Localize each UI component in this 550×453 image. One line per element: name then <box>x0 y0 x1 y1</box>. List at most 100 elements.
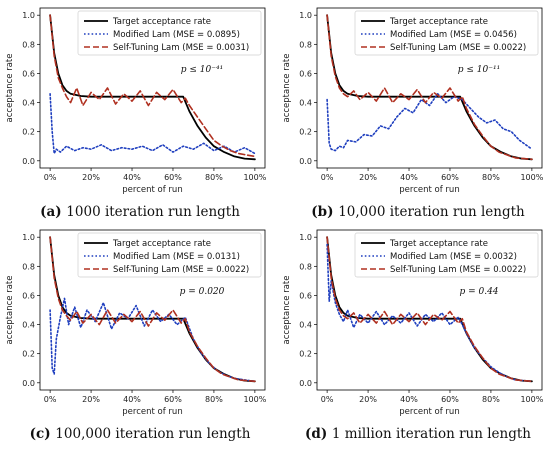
legend-box <box>354 10 539 56</box>
y-tick-label: 0.8 <box>22 262 35 271</box>
y-tick-label: 0.0 <box>299 157 312 166</box>
y-tick-label: 0.0 <box>22 157 35 166</box>
y-tick-label: 0.6 <box>22 69 35 78</box>
series-line-dotted <box>49 93 256 155</box>
legend-entry: Modified Lam (MSE = 0.0456) <box>390 30 517 40</box>
x-tick-label: 40% <box>123 395 141 404</box>
legend-entry: Modified Lam (MSE = 0.0895) <box>113 30 240 40</box>
x-tick-label: 20% <box>82 173 100 182</box>
x-tick-label: 100% <box>520 173 543 182</box>
y-tick-label: 0.4 <box>299 99 312 108</box>
x-tick-label: 60% <box>164 173 182 182</box>
panel-caption-label: (b) <box>311 204 338 220</box>
y-tick-label: 0.8 <box>22 40 35 49</box>
panel-caption-text: 100,000 iteration run length <box>55 426 250 442</box>
series-line-dashed <box>326 236 533 383</box>
x-axis-label: percent of run <box>122 185 182 195</box>
p-value-annotation: p ≤ 10⁻⁴¹ <box>181 65 223 75</box>
y-tick-label: 1.0 <box>22 233 35 242</box>
series-line-dotted <box>326 243 533 383</box>
legend-entry: Modified Lam (MSE = 0.0032) <box>390 252 517 262</box>
legend: Target acceptance rate Modified Lam (MSE … <box>77 232 262 278</box>
y-tick-label: 0.4 <box>22 99 35 108</box>
x-tick-label: 20% <box>82 395 100 404</box>
x-tick-label: 40% <box>400 173 418 182</box>
chart-panel-d: 0% 20% 40% 60% 80% 100% 0.0 0.2 0.4 0.6 0.8 1.0 perc… <box>282 229 544 442</box>
x-tick-label: 80% <box>205 173 223 182</box>
y-axis-label: acceptance rate <box>282 276 292 345</box>
series-line-solid <box>49 14 256 161</box>
legend-entry: Target acceptance rate <box>112 239 211 249</box>
x-tick-label: 20% <box>359 173 377 182</box>
y-tick-label: 0.8 <box>299 40 312 49</box>
x-tick-label: 0% <box>44 173 57 182</box>
p-value-annotation: p = 0.020 <box>180 287 225 297</box>
panel-caption-text: 1000 iteration run length <box>66 204 240 220</box>
panel-caption-label: (d) <box>305 426 332 442</box>
x-axis-label: percent of run <box>122 407 182 417</box>
legend-box <box>77 232 262 278</box>
legend: Target acceptance rate Modified Lam (MSE … <box>77 10 262 56</box>
x-tick-label: 0% <box>44 395 57 404</box>
panel-caption: (c) 100,000 iteration run length <box>30 426 251 442</box>
y-tick-label: 1.0 <box>299 11 312 20</box>
y-axis-label: acceptance rate <box>5 54 15 123</box>
x-tick-label: 0% <box>321 173 334 182</box>
panel-caption-label: (c) <box>30 426 56 442</box>
y-tick-label: 0.2 <box>22 350 35 359</box>
x-tick-label: 80% <box>482 395 500 404</box>
y-tick-label: 0.0 <box>299 379 312 388</box>
chart-panel-b: 0% 20% 40% 60% 80% 100% 0.0 0.2 0.4 0.6 0.8 1.0 perc… <box>282 7 544 220</box>
panel-caption: (d) 1 million iteration run length <box>305 426 531 442</box>
panel-caption: (a) 1000 iteration run length <box>40 204 240 220</box>
legend: Target acceptance rate Modified Lam (MSE … <box>354 10 539 56</box>
legend-entry: Target acceptance rate <box>112 17 211 27</box>
y-tick-label: 0.8 <box>299 262 312 271</box>
legend: Target acceptance rate Modified Lam (MSE … <box>354 232 539 278</box>
x-tick-label: 100% <box>243 395 266 404</box>
panel-caption-text: 10,000 iteration run length <box>338 204 525 220</box>
legend-entry: Target acceptance rate <box>389 239 488 249</box>
legend-entry: Self-Tuning Lam (MSE = 0.0031) <box>113 43 249 53</box>
series-line-dashed <box>49 14 256 158</box>
panel-caption-text: 1 million iteration run length <box>332 426 531 442</box>
legend-entry: Self-Tuning Lam (MSE = 0.0022) <box>113 265 249 275</box>
x-tick-label: 80% <box>205 395 223 404</box>
y-tick-label: 0.6 <box>299 291 312 300</box>
x-tick-label: 20% <box>359 395 377 404</box>
x-tick-label: 60% <box>441 173 459 182</box>
x-tick-label: 80% <box>482 173 500 182</box>
y-tick-label: 1.0 <box>299 233 312 242</box>
x-axis-label: percent of run <box>399 185 459 195</box>
y-tick-label: 0.2 <box>299 350 312 359</box>
chart-panel-c: 0% 20% 40% 60% 80% 100% 0.0 0.2 0.4 0.6 0.8 1.0 perc… <box>5 229 267 442</box>
y-tick-label: 0.6 <box>299 69 312 78</box>
x-tick-label: 60% <box>441 395 459 404</box>
y-tick-label: 0.4 <box>299 321 312 330</box>
x-tick-label: 40% <box>123 173 141 182</box>
legend-entry: Target acceptance rate <box>389 17 488 27</box>
legend-entry: Self-Tuning Lam (MSE = 0.0022) <box>390 43 526 53</box>
panel-caption-label: (a) <box>40 204 66 220</box>
p-value-annotation: p ≤ 10⁻¹¹ <box>458 65 500 75</box>
legend-box <box>77 10 262 56</box>
y-tick-label: 0.6 <box>22 291 35 300</box>
x-tick-label: 60% <box>164 395 182 404</box>
series-line-dotted <box>326 93 533 152</box>
legend-entry: Self-Tuning Lam (MSE = 0.0022) <box>390 265 526 275</box>
legend-entry: Modified Lam (MSE = 0.0131) <box>113 252 240 262</box>
x-tick-label: 40% <box>400 395 418 404</box>
chart-panel-a: 0% 20% 40% 60% 80% 100% 0.0 0.2 0.4 0.6 0.8 1.0 perc… <box>5 7 267 220</box>
series-line-dashed <box>326 14 533 161</box>
y-tick-label: 0.0 <box>22 379 35 388</box>
series-line-dashed <box>49 236 256 383</box>
y-tick-label: 0.2 <box>22 128 35 137</box>
y-tick-label: 0.2 <box>299 128 312 137</box>
x-axis-label: percent of run <box>399 407 459 417</box>
y-tick-label: 0.4 <box>22 321 35 330</box>
x-tick-label: 100% <box>243 173 266 182</box>
legend-box <box>354 232 539 278</box>
x-tick-label: 0% <box>321 395 334 404</box>
y-axis-label: acceptance rate <box>282 54 292 123</box>
